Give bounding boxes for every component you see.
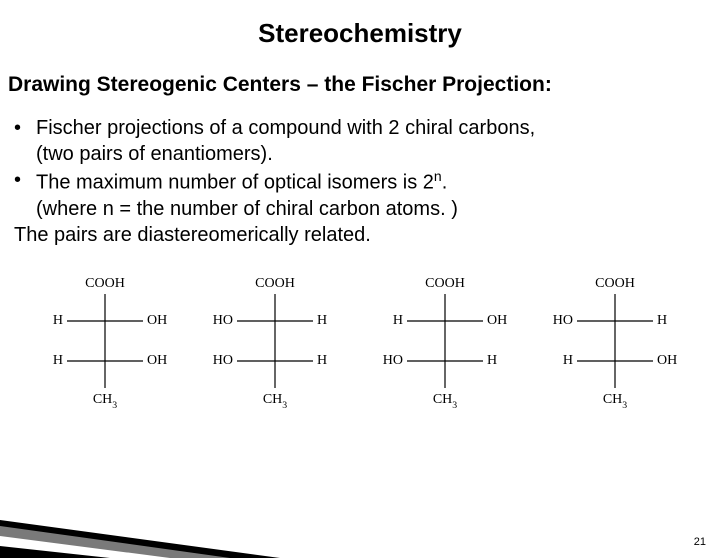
bullet-2-line-2: (where n = the number of chiral carbon a…	[14, 196, 706, 222]
fischer-diagram-row: COOHCH3HOHHOHCOOHCH3HOHHOHCOOHCH3HOHHOHC…	[0, 266, 720, 416]
svg-text:CH3: CH3	[433, 392, 457, 411]
bullet-2-text-b: .	[442, 172, 448, 194]
svg-text:COOH: COOH	[595, 276, 635, 291]
svg-text:H: H	[657, 313, 667, 328]
page-number: 21	[694, 536, 706, 548]
bullet-1-line-1: Fischer projections of a compound with 2…	[36, 115, 535, 141]
svg-text:COOH: COOH	[425, 276, 465, 291]
svg-text:CH3: CH3	[603, 392, 627, 411]
svg-text:H: H	[563, 353, 573, 368]
svg-text:OH: OH	[147, 353, 167, 368]
bullet-dot: •	[14, 115, 36, 141]
svg-text:OH: OH	[487, 313, 507, 328]
bullet-3: The pairs are diastereomerically related…	[14, 222, 706, 248]
fischer-structure-4: COOHCH3HOHHOH	[540, 266, 690, 416]
svg-text:COOH: COOH	[255, 276, 295, 291]
svg-text:HO: HO	[553, 313, 573, 328]
svg-text:HO: HO	[383, 353, 403, 368]
fischer-structure-1: COOH CH3 H OH H OH	[30, 266, 180, 416]
bullet-dot: •	[14, 167, 36, 196]
svg-text:CH3: CH3	[93, 392, 117, 411]
body-text: • Fischer projections of a compound with…	[14, 115, 706, 248]
page-title: Stereochemistry	[0, 18, 720, 49]
section-subtitle: Drawing Stereogenic Centers – the Fische…	[8, 73, 712, 97]
svg-text:OH: OH	[657, 353, 677, 368]
svg-text:OH: OH	[147, 313, 167, 328]
svg-text:H: H	[317, 313, 327, 328]
decorative-wedge	[0, 468, 280, 558]
bullet-1-line-2: (two pairs of enantiomers).	[14, 141, 706, 167]
fischer-structure-3: COOHCH3HOHHOH	[370, 266, 520, 416]
svg-text:HO: HO	[213, 353, 233, 368]
svg-text:CH3: CH3	[263, 392, 287, 411]
svg-text:H: H	[317, 353, 327, 368]
fischer-structure-2: COOH CH3 HO H HO H	[200, 266, 350, 416]
svg-text:H: H	[53, 313, 63, 328]
svg-text:COOH: COOH	[85, 276, 125, 291]
bullet-2-text-a: The maximum number of optical isomers is…	[36, 172, 434, 194]
svg-text:H: H	[487, 353, 497, 368]
bullet-2-line-1: The maximum number of optical isomers is…	[36, 167, 447, 196]
svg-text:H: H	[53, 353, 63, 368]
svg-text:H: H	[393, 313, 403, 328]
svg-text:HO: HO	[213, 313, 233, 328]
bullet-2-sup: n	[434, 168, 442, 184]
